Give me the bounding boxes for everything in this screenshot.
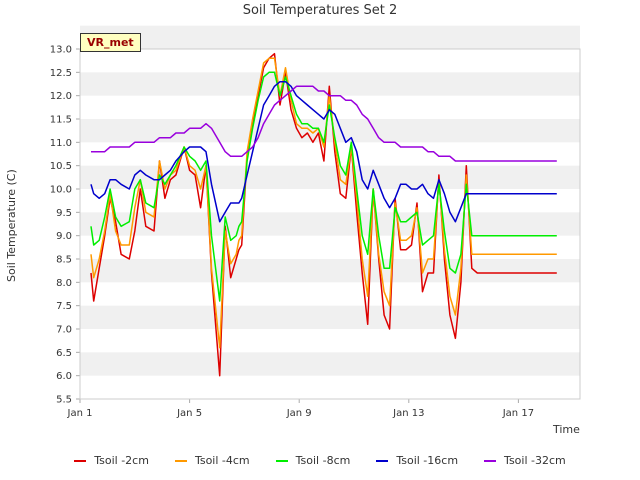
y-tick-label: 9.0 [56,231,72,242]
plot-band [80,25,580,49]
x-tick-label: Jan 9 [286,408,312,419]
x-axis-ticks: Jan 1 Jan 5 Jan 9 Jan 13 Jan 17 [67,399,534,419]
series-line [90,80,557,223]
plot-band [80,352,580,376]
legend-swatch [74,459,87,462]
y-tick-label: 10.0 [50,185,72,196]
series-line [90,71,557,302]
plot-band [80,259,580,283]
legend-swatch [376,459,389,462]
legend-item: Tsoil -8cm [275,454,351,467]
legend-label: Tsoil -32cm [504,454,566,467]
x-tick-label: Jan 5 [176,408,202,419]
legend-item: Tsoil -16cm [376,454,458,467]
plot-band [80,72,580,96]
y-axis-label: Soil Temperature (C) [5,169,18,282]
y-tick-label: 12.0 [50,91,72,102]
plot-bands [80,25,580,376]
series-line [90,57,557,349]
y-tick-label: 12.5 [50,68,72,79]
x-tick-label: Jan 13 [392,408,424,419]
y-tick-label: 10.5 [50,161,72,172]
site-badge: VR_met [80,33,141,52]
y-tick-label: 11.0 [50,138,72,149]
legend-label: Tsoil -8cm [295,454,351,467]
legend-label: Tsoil -4cm [194,454,250,467]
y-tick-label: 9.5 [56,208,72,219]
legend-label: Tsoil -16cm [396,454,459,467]
series-line [91,85,557,162]
y-tick-label: 7.0 [56,325,72,336]
x-axis-label: Time [553,423,580,436]
y-tick-label: 13.0 [50,45,72,56]
chart-title: Soil Temperatures Set 2 [242,3,398,18]
y-tick-label: 7.5 [56,301,72,312]
plot-band [80,212,580,236]
legend-item: Tsoil -4cm [174,454,250,467]
legend-item: Tsoil -2cm [74,454,149,467]
x-tick-label: Jan 1 [67,408,93,419]
legend-label: Tsoil -2cm [94,454,149,467]
y-tick-label: 11.5 [50,115,72,126]
y-tick-label: 6.5 [56,348,72,359]
plot-frame [79,48,581,400]
legend-swatch [174,459,187,462]
series-lines [90,52,557,377]
legend: Tsoil -2cm Tsoil -4cm Tsoil -8cm Tsoil -… [0,454,640,467]
y-tick-label: 8.5 [56,255,72,266]
legend-swatch [484,459,497,462]
y-tick-label: 8.0 [56,278,72,289]
legend-swatch [275,459,288,462]
y-tick-label: 6.0 [56,371,72,382]
plot-band [80,119,580,143]
legend-item: Tsoil -32cm [484,454,566,467]
plot-band [80,305,580,329]
plot-band [80,165,580,189]
y-tick-label: 5.5 [56,395,72,406]
y-axis-ticks: 5.5 6.0 6.5 7.0 7.5 8.0 8.5 9.0 9.5 10.0 10.5 11.0 1… [50,45,80,406]
x-tick-label: Jan 17 [502,408,534,419]
